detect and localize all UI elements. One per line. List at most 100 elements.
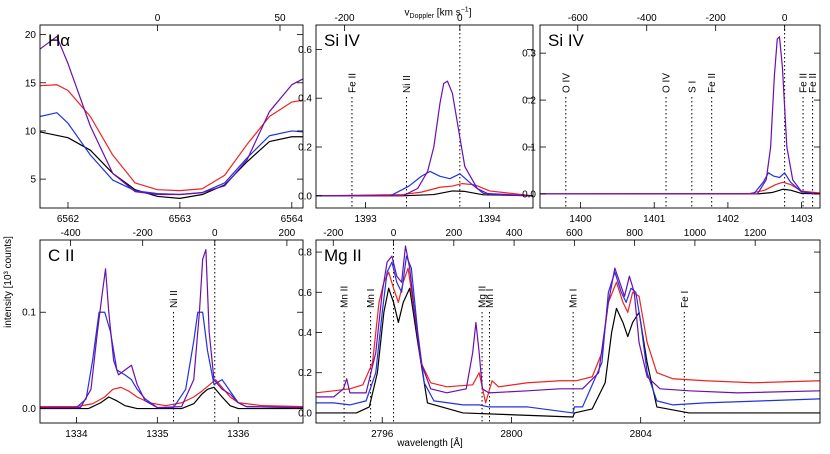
- si4a-ytick-label-3: 0.6: [298, 45, 312, 56]
- c2-ytick-label-1: 0.1: [22, 308, 36, 319]
- halpha-toptick-label-2: 50: [274, 13, 286, 24]
- mg2-marker-label-4: Mn I: [485, 289, 496, 308]
- halpha-ytick-label-1: 10: [25, 126, 37, 137]
- si4b-marker-label-1: O IV: [662, 73, 673, 93]
- si4b-ytick-label-1: 0.1: [522, 143, 536, 154]
- mg2-series-group: [316, 245, 820, 418]
- mg2-toptick-label-7: 1200: [744, 228, 767, 239]
- c2-series-blue: [40, 311, 303, 409]
- si4a-xtick-label-0: 1393: [354, 214, 377, 225]
- top-axis-title-sup: −1: [461, 7, 469, 14]
- si4b-xtick-label-0: 1400: [569, 214, 592, 225]
- halpha-axes-box: [39, 24, 304, 209]
- si4b-toptick-label-1: -400: [637, 13, 657, 24]
- mg2-toptick-label-5: 800: [626, 228, 643, 239]
- mg2-marker-label-6: Fe I: [680, 291, 691, 308]
- si4a-marker-label-1: Ni II: [402, 75, 413, 93]
- si4b-marker-label-0: O IV: [561, 73, 572, 93]
- top-axis-title-unit: [km s: [434, 8, 461, 19]
- c2-xtick-label-2: 1336: [227, 429, 250, 440]
- c2-axes-box: [39, 239, 304, 424]
- mg2-toptick-label-0: -200: [323, 228, 343, 239]
- halpha-series-group: [40, 35, 303, 199]
- c2-panel: Ni II 1334 1335 1336 0.0 0.1 -400 -200 0 200 C II: [22, 228, 304, 440]
- c2-toptick-label-3: 200: [279, 228, 296, 239]
- mg2-marker-label-3: Mg II: [478, 286, 489, 308]
- mg2-panel-title: Mg II: [324, 246, 362, 265]
- si4b-ytick-label-0: 0.0: [522, 189, 536, 200]
- mg2-series-red: [316, 267, 820, 404]
- mg2-series-blue: [316, 255, 820, 414]
- si4b-series-blue: [540, 172, 820, 195]
- mg2-series-purple: [316, 245, 820, 398]
- halpha-panel-title: Hα: [48, 31, 70, 50]
- mg2-xtick-label-1: 2800: [500, 429, 523, 440]
- mg2-axes-box: [315, 239, 821, 424]
- mg2-marker-label-5: Mn I: [569, 289, 580, 308]
- si4a-series-blue: [316, 170, 533, 197]
- si4a-ytick-label-0: 0.0: [298, 191, 312, 202]
- mg2-ytick-label-0: 0.0: [298, 408, 312, 419]
- mg2-toptick-label-6: 1000: [684, 228, 707, 239]
- si4a-panel: Fe II Ni II 1393 1394 0.0 0.2 0.4 0.6 -200 0 Si IV: [298, 13, 534, 225]
- si4b-xtick-label-1: 1401: [643, 214, 666, 225]
- mg2-ytick-label-4: 0.8: [298, 248, 312, 259]
- mg2-toptick-label-3: 400: [506, 228, 523, 239]
- top-axis-title-sub: Doppler: [410, 13, 435, 20]
- si4b-marker-label-2: S I: [687, 81, 698, 93]
- top-axis-title-v: v: [405, 8, 410, 19]
- top-axis-title-end: ]: [469, 8, 472, 19]
- si4b-toptick-label-2: -200: [706, 13, 726, 24]
- mg2-marker-label-0: Mn II: [340, 286, 351, 308]
- si4a-xtick-label-1: 1394: [478, 214, 501, 225]
- c2-xtick-label-1: 1335: [146, 429, 169, 440]
- si4b-series-group: [540, 36, 820, 195]
- si4b-toptick-label-0: -600: [568, 13, 588, 24]
- si4a-series-group: [316, 80, 533, 197]
- c2-ytick-label-0: 0.0: [22, 404, 36, 415]
- si4a-series-red: [316, 183, 533, 197]
- halpha-xtick-label-0: 6562: [57, 214, 80, 225]
- c2-series-purple: [40, 249, 303, 409]
- si4b-xtick-label-3: 1403: [790, 214, 813, 225]
- y-axis-title: intensity [10³ counts]: [3, 236, 14, 328]
- halpha-toptick-label-1: 0: [155, 13, 161, 24]
- mg2-xtick-label-0: 2796: [371, 429, 394, 440]
- halpha-xtick-label-2: 6564: [281, 214, 304, 225]
- c2-toptick-label-1: -200: [133, 228, 153, 239]
- c2-xtick-label-0: 1334: [65, 429, 88, 440]
- si4b-axes-box: [539, 24, 821, 209]
- mg2-xtick-label-2: 2804: [630, 429, 653, 440]
- si4a-ytick-label-2: 0.4: [298, 94, 312, 105]
- x-axis-title: wavelength [Å]: [396, 436, 463, 449]
- halpha-series-purple: [40, 35, 303, 196]
- mg2-ytick-label-3: 0.6: [298, 288, 312, 299]
- si4b-toptick-label-3: 0: [782, 13, 788, 24]
- halpha-ytick-label-3: 20: [25, 30, 37, 41]
- si4b-ytick-label-2: 0.2: [522, 96, 536, 107]
- c2-toptick-label-2: 0: [212, 228, 218, 239]
- mg2-toptick-label-2: 200: [445, 228, 462, 239]
- c2-series-red: [40, 379, 303, 408]
- halpha-ytick-label-2: 15: [25, 78, 37, 89]
- c2-panel-title: C II: [48, 246, 74, 265]
- si4b-xtick-label-2: 1402: [717, 214, 740, 225]
- c2-series-group: [40, 249, 303, 410]
- si4b-series-red: [540, 181, 820, 195]
- c2-toptick-label-0: -400: [61, 228, 81, 239]
- si4b-marker-label-6: Fe II: [808, 73, 819, 93]
- c2-marker-label-0: Ni II: [169, 290, 180, 308]
- mg2-ytick-label-1: 0.2: [298, 368, 312, 379]
- si4a-axes-box: [315, 24, 534, 209]
- si4b-series-purple: [540, 36, 820, 195]
- halpha-panel: 6562 6563 6564 5 10 15 20 0 50 Hα: [25, 13, 304, 225]
- si4b-panel-title: Si IV: [548, 31, 585, 50]
- halpha-ytick-label-0: 5: [30, 175, 36, 186]
- si4b-marker-label-5: Fe II: [799, 73, 810, 93]
- mg2-ytick-label-2: 0.4: [298, 328, 312, 339]
- mg2-marker-label-1: Mn I: [366, 289, 377, 308]
